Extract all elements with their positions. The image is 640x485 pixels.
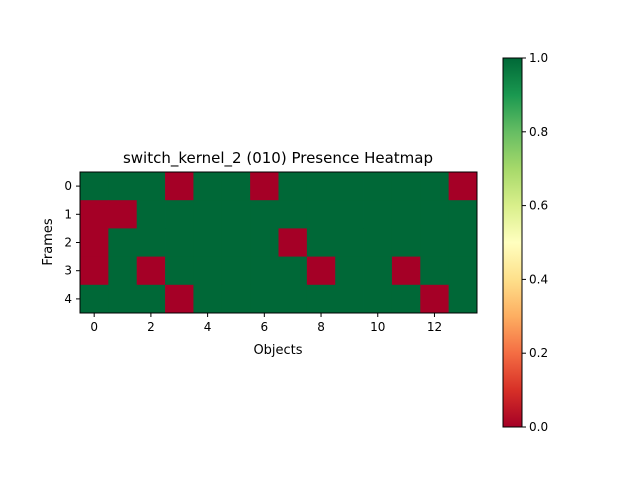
- colorbar-tick-label: 0.6: [529, 199, 548, 213]
- y-tick-label: 2: [64, 236, 72, 250]
- y-axis-ticks: 0 1 2 3 4: [64, 179, 80, 306]
- heatmap-cell-r4-c1: [108, 284, 138, 314]
- heatmap-cell-r0-c11: [391, 172, 421, 201]
- heatmap-cell-r4-c13: [448, 284, 478, 314]
- heatmap-cell-r2-c12: [420, 228, 450, 257]
- heatmap-cell-r4-c4: [193, 284, 223, 314]
- heatmap-cell-r0-c13: [448, 172, 478, 201]
- heatmap-cell-r2-c0: [80, 228, 109, 257]
- heatmap-cell-r1-c11: [391, 200, 421, 229]
- heatmap-cell-r0-c10: [363, 172, 393, 201]
- heatmap-cell-r1-c9: [335, 200, 364, 229]
- heatmap-cell-r1-c2: [136, 200, 166, 229]
- heatmap-cell-r1-c8: [306, 200, 336, 229]
- heatmap-cell-r2-c5: [221, 228, 251, 257]
- heatmap-cell-r3-c7: [278, 256, 308, 286]
- heatmap-cell-r4-c5: [221, 284, 251, 314]
- heatmap-cell-r3-c2: [136, 256, 166, 286]
- colorbar-tick-label: 0.4: [529, 272, 548, 286]
- heatmap-cell-r0-c8: [306, 172, 336, 201]
- heatmap-cell-r0-c1: [108, 172, 138, 201]
- heatmap-cell-r4-c2: [136, 284, 166, 314]
- y-axis-label: Frames: [41, 218, 56, 266]
- x-axis-label: Objects: [253, 343, 302, 358]
- heatmap-cell-r2-c9: [335, 228, 364, 257]
- heatmap-cell-r0-c7: [278, 172, 308, 201]
- heatmap-cell-r1-c0: [80, 200, 109, 229]
- heatmap-cell-r0-c3: [165, 172, 194, 201]
- heatmap-cell-r3-c1: [108, 256, 138, 286]
- heatmap-cell-r4-c0: [80, 284, 109, 314]
- colorbar-tick-label: 0.8: [529, 125, 548, 139]
- heatmap-cell-r1-c6: [250, 200, 279, 229]
- heatmap-cell-r0-c2: [136, 172, 166, 201]
- heatmap-cell-r0-c5: [221, 172, 251, 201]
- heatmap-cell-r3-c11: [391, 256, 421, 286]
- heatmap-cell-r1-c10: [363, 200, 393, 229]
- heatmap-cell-r2-c11: [391, 228, 421, 257]
- x-tick-label: 6: [261, 320, 269, 334]
- colorbar-ticks: 0.0 0.2 0.4 0.6 0.8 1.0: [522, 51, 548, 434]
- y-tick-label: 0: [64, 179, 72, 193]
- heatmap-cell-r3-c9: [335, 256, 364, 286]
- x-tick-label: 0: [90, 320, 98, 334]
- colorbar-tick-label: 0.0: [529, 420, 548, 434]
- heatmap-cell-r3-c0: [80, 256, 109, 286]
- heatmap-cell-r4-c11: [391, 284, 421, 314]
- heatmap-cell-r0-c0: [80, 172, 109, 201]
- heatmap-cell-r2-c10: [363, 228, 393, 257]
- heatmap-cell-r3-c6: [250, 256, 279, 286]
- heatmap-cell-r1-c7: [278, 200, 308, 229]
- heatmap-cell-r4-c7: [278, 284, 308, 314]
- heatmap-cell-r2-c6: [250, 228, 279, 257]
- y-tick-label: 1: [64, 207, 72, 221]
- heatmap-cell-r1-c13: [448, 200, 478, 229]
- heatmap-cell-r4-c8: [306, 284, 336, 314]
- heatmap-cell-r3-c4: [193, 256, 223, 286]
- heatmap-cell-r0-c6: [250, 172, 279, 201]
- heatmap-cell-r4-c3: [165, 284, 194, 314]
- heatmap-cell-r1-c12: [420, 200, 450, 229]
- colorbar-tick-label: 1.0: [529, 51, 548, 65]
- y-tick-label: 4: [64, 292, 72, 306]
- heatmap-cell-r2-c3: [165, 228, 194, 257]
- heatmap-cell-r1-c1: [108, 200, 138, 229]
- heatmap-cell-r2-c1: [108, 228, 138, 257]
- heatmap-cell-r2-c2: [136, 228, 166, 257]
- heatmap-cell-r3-c3: [165, 256, 194, 286]
- heatmap-cell-r1-c4: [193, 200, 223, 229]
- heatmap-cell-r0-c9: [335, 172, 364, 201]
- x-tick-label: 10: [370, 320, 385, 334]
- heatmap-cells: [80, 172, 478, 314]
- heatmap-cell-r2-c8: [306, 228, 336, 257]
- x-tick-label: 2: [147, 320, 155, 334]
- x-tick-label: 12: [427, 320, 442, 334]
- heatmap-cell-r3-c12: [420, 256, 450, 286]
- heatmap-cell-r1-c3: [165, 200, 194, 229]
- heatmap-cell-r3-c13: [448, 256, 478, 286]
- x-tick-label: 4: [204, 320, 212, 334]
- colorbar-tick-label: 0.2: [529, 346, 548, 360]
- x-axis-ticks: 0 2 4 6 8 10 12: [90, 313, 442, 334]
- colorbar: [502, 57, 523, 428]
- chart-title: switch_kernel_2 (010) Presence Heatmap: [123, 149, 433, 168]
- heatmap-cell-r0-c4: [193, 172, 223, 201]
- heatmap-cell-r3-c10: [363, 256, 393, 286]
- heatmap-cell-r2-c4: [193, 228, 223, 257]
- heatmap-cell-r3-c8: [306, 256, 336, 286]
- heatmap-cell-r2-c7: [278, 228, 308, 257]
- heatmap-cell-r4-c9: [335, 284, 364, 314]
- heatmap-cell-r3-c5: [221, 256, 251, 286]
- heatmap-cell-r4-c6: [250, 284, 279, 314]
- heatmap-cell-r2-c13: [448, 228, 478, 257]
- y-tick-label: 3: [64, 264, 72, 278]
- heatmap-cell-r0-c12: [420, 172, 450, 201]
- heatmap-cell-r4-c10: [363, 284, 393, 314]
- heatmap-cell-r4-c12: [420, 284, 450, 314]
- x-tick-label: 8: [317, 320, 325, 334]
- heatmap-cell-r1-c5: [221, 200, 251, 229]
